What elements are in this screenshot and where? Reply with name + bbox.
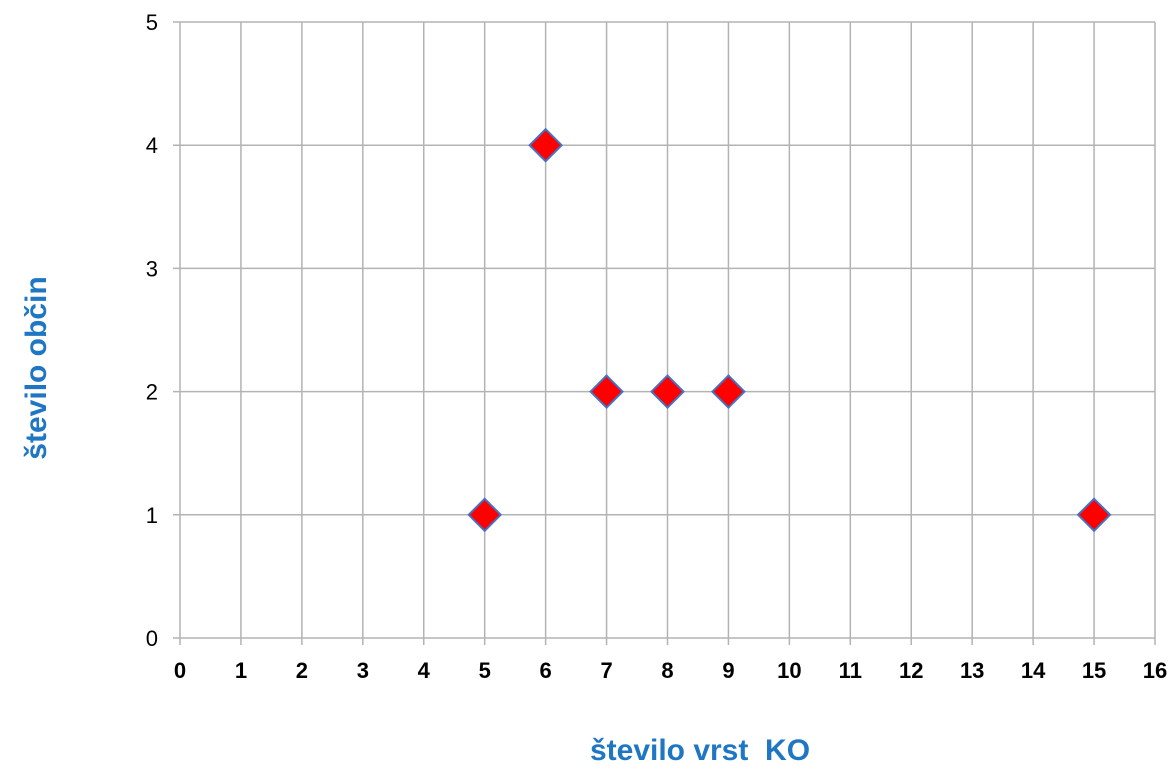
y-tick-label: 3 (146, 256, 158, 281)
x-tick-label: 6 (540, 658, 552, 683)
y-tick-label: 5 (146, 10, 158, 35)
x-tick-label: 7 (600, 658, 612, 683)
x-tick-label: 5 (479, 658, 491, 683)
x-tick-label: 0 (174, 658, 186, 683)
x-tick-label: 14 (1021, 658, 1046, 683)
x-tick-label: 2 (296, 658, 308, 683)
y-tick-label: 4 (146, 133, 158, 158)
x-tick-label: 9 (722, 658, 734, 683)
x-tick-label: 13 (960, 658, 984, 683)
data-point-marker (528, 127, 564, 163)
x-tick-label: 3 (357, 658, 369, 683)
y-tick-label: 2 (146, 380, 158, 405)
data-point-marker (467, 497, 503, 533)
data-point-marker (1076, 497, 1112, 533)
y-tick-label: 1 (146, 503, 158, 528)
y-tick-label: 0 (146, 626, 158, 651)
x-axis-title: število vrst KO (590, 734, 810, 767)
data-point-marker (711, 374, 746, 410)
x-tick-label: 15 (1082, 658, 1106, 683)
x-tick-labels: 0 1 2 3 4 5 6 7 8 9 10 11 12 13 14 15 16 (174, 658, 1167, 683)
x-tick-label: 8 (661, 658, 673, 683)
x-tick-label: 12 (899, 658, 923, 683)
y-axis-title: število občin (20, 276, 53, 459)
data-points (467, 127, 1112, 533)
data-point-marker (650, 374, 685, 410)
x-tick-label: 10 (777, 658, 801, 683)
x-tick-label: 11 (839, 658, 862, 683)
data-point-marker (589, 374, 624, 410)
gridlines (173, 21, 1156, 645)
x-tick-label: 16 (1143, 658, 1167, 683)
x-tick-label: 4 (418, 658, 431, 683)
y-tick-labels: 0 1 2 3 4 5 (146, 10, 158, 651)
x-tick-label: 1 (235, 658, 247, 683)
